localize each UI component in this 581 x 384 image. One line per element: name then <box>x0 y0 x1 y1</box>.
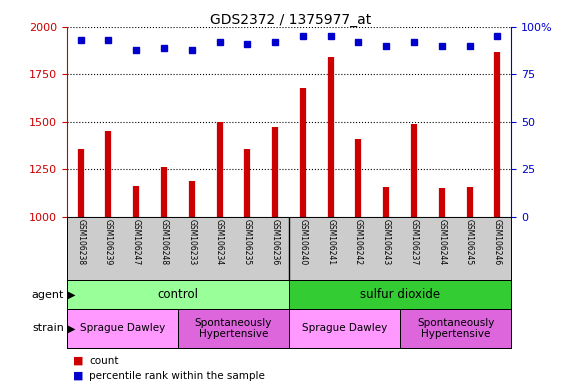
Text: Spontaneously
Hypertensive: Spontaneously Hypertensive <box>417 318 494 339</box>
Text: control: control <box>157 288 199 301</box>
Bar <box>289 309 400 348</box>
Bar <box>400 309 511 348</box>
Text: ■: ■ <box>73 371 83 381</box>
Text: GSM106237: GSM106237 <box>410 219 418 265</box>
Text: GSM106238: GSM106238 <box>76 219 85 265</box>
Bar <box>289 280 511 309</box>
Text: GSM106234: GSM106234 <box>215 219 224 265</box>
Text: agent: agent <box>31 290 64 300</box>
Text: Spontaneously
Hypertensive: Spontaneously Hypertensive <box>195 318 272 339</box>
Text: GSM106239: GSM106239 <box>104 219 113 265</box>
Text: GSM106242: GSM106242 <box>354 219 363 265</box>
Text: GSM106240: GSM106240 <box>299 219 307 265</box>
Bar <box>178 309 289 348</box>
Text: count: count <box>89 356 119 366</box>
Text: Sprague Dawley: Sprague Dawley <box>80 323 165 333</box>
Text: GSM106241: GSM106241 <box>326 219 335 265</box>
Text: GSM106233: GSM106233 <box>187 219 196 265</box>
Text: sulfur dioxide: sulfur dioxide <box>360 288 440 301</box>
Text: GSM106244: GSM106244 <box>437 219 446 265</box>
Text: GSM106235: GSM106235 <box>243 219 252 265</box>
Text: strain: strain <box>32 323 64 333</box>
Text: GSM106246: GSM106246 <box>493 219 502 265</box>
Text: GSM106245: GSM106245 <box>465 219 474 265</box>
Text: GSM106247: GSM106247 <box>132 219 141 265</box>
Text: ▶: ▶ <box>68 323 76 333</box>
Text: Sprague Dawley: Sprague Dawley <box>302 323 387 333</box>
Text: GSM106236: GSM106236 <box>271 219 279 265</box>
Text: ■: ■ <box>73 356 83 366</box>
Bar <box>67 280 289 309</box>
Bar <box>67 309 178 348</box>
Text: GSM106248: GSM106248 <box>160 219 168 265</box>
Text: ▶: ▶ <box>68 290 76 300</box>
Text: GDS2372 / 1375977_at: GDS2372 / 1375977_at <box>210 13 371 27</box>
Text: percentile rank within the sample: percentile rank within the sample <box>89 371 265 381</box>
Text: GSM106243: GSM106243 <box>382 219 391 265</box>
